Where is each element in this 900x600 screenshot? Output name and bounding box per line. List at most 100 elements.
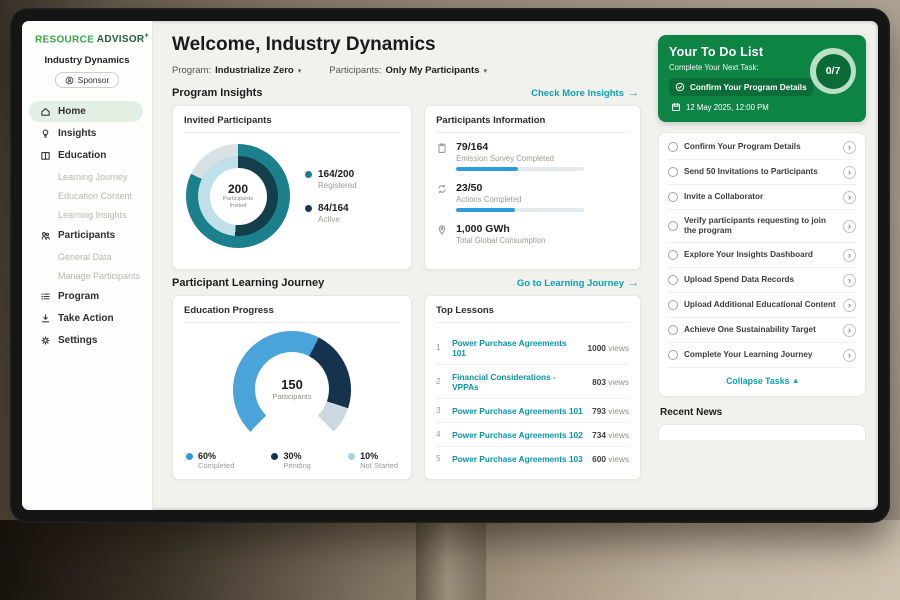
education-gauge-chart: 150 Participants (233, 331, 352, 449)
lesson-link[interactable]: Power Purchase Agreements 102 (452, 429, 583, 440)
dashboard-screen: RESOURCE ADVISOR+ Industry Dynamics Spon… (22, 21, 878, 510)
sidebar-item-education-content[interactable]: Education Content (58, 190, 133, 201)
lesson-rank: 3 (436, 406, 441, 415)
task-checkbox[interactable] (668, 300, 678, 311)
sidebar-item-home[interactable]: Home (29, 101, 143, 123)
lesson-views-value: 734 (592, 429, 606, 440)
sidebar-item-settings[interactable]: Settings (29, 330, 143, 351)
participants-filter-dropdown[interactable]: Participants: Only My Participants ▾ (329, 65, 487, 76)
legend-dot-active (305, 204, 312, 212)
todo-progress-value: 0/7 (815, 53, 851, 89)
chevron-right-icon[interactable]: › (843, 248, 856, 262)
lesson-views-unit: views (608, 342, 629, 353)
todo-subtitle: Complete Your Next Task: (669, 63, 759, 72)
card-title: Participants Information (436, 115, 629, 133)
sidebar-item-take-action[interactable]: Take Action (29, 308, 143, 329)
lesson-views-value: 803 (592, 376, 606, 387)
program-insights-header: Program Insights Check More Insights → (172, 87, 639, 99)
sidebar-nav: Home Insights Education Learning Journey… (22, 101, 152, 351)
filters-row: Program: Industrialize Zero ▾ Participan… (172, 65, 641, 76)
sidebar-item-manage-participants[interactable]: Manage Participants (58, 270, 141, 281)
sidebar-item-label: Settings (58, 335, 98, 347)
task-checkbox[interactable] (668, 142, 678, 152)
people-icon (41, 232, 50, 241)
task-checkbox[interactable] (668, 275, 678, 286)
main-content: Welcome, Industry Dynamics Program: Indu… (153, 21, 654, 510)
invited-participants-card: Invited Participants 200 Participants In… (172, 105, 413, 270)
education-progress-card: Education Progress 150 Participants (172, 295, 413, 480)
sidebar-item-participants[interactable]: Participants (29, 225, 143, 246)
program-filter-dropdown[interactable]: Program: Industrialize Zero ▾ (172, 65, 301, 76)
sidebar-item-program[interactable]: Program (29, 286, 143, 307)
arrow-right-icon: → (628, 277, 639, 289)
chevron-right-icon[interactable]: › (843, 190, 856, 204)
lesson-link[interactable]: Power Purchase Agreements 101 (452, 405, 583, 416)
task-checkbox[interactable] (668, 250, 678, 261)
collapse-tasks-link[interactable]: Collapse Tasks ▴ (726, 375, 798, 386)
chevron-right-icon[interactable]: › (843, 140, 856, 154)
go-to-learning-journey-link[interactable]: Go to Learning Journey → (516, 277, 639, 289)
logo-plus: + (144, 33, 149, 40)
lesson-views-unit: views (608, 405, 629, 416)
legend-dot-pending (271, 453, 279, 460)
chevron-right-icon[interactable]: › (843, 323, 856, 337)
lesson-rank: 2 (436, 377, 441, 386)
chevron-right-icon[interactable]: › (843, 165, 856, 179)
check-more-insights-link[interactable]: Check More Insights → (531, 87, 639, 99)
participants-filter-label: Participants: (329, 65, 382, 76)
arrow-right-icon: → (628, 87, 639, 99)
todo-next-task[interactable]: Confirm Your Program Details (669, 78, 813, 96)
sidebar-item-insights[interactable]: Insights (29, 123, 143, 144)
lesson-row: 2 Financial Considerations - VPPAs 803 v… (436, 365, 629, 399)
book-icon (41, 152, 50, 161)
todo-due-date: 12 May 2025, 12:00 PM (669, 102, 855, 112)
task-row[interactable]: Send 50 Invitations to Participants › (668, 160, 856, 185)
chevron-right-icon[interactable]: › (843, 298, 856, 312)
legend-item-active: 84/164 Active (305, 203, 357, 224)
sidebar-item-general-data[interactable]: General Data (58, 251, 112, 262)
lesson-rank: 5 (436, 454, 441, 463)
task-row[interactable]: Invite a Collaborator › (668, 185, 856, 210)
card-title: Top Lessons (436, 305, 629, 323)
lesson-link[interactable]: Power Purchase Agreements 101 (452, 337, 567, 358)
task-checkbox[interactable] (668, 325, 678, 336)
task-checkbox[interactable] (668, 167, 678, 177)
stat-emission-survey: 79/164 Emission Survey Completed (436, 141, 629, 171)
chevron-right-icon[interactable]: › (843, 219, 856, 233)
sidebar-item-label: Insights (58, 128, 97, 140)
sidebar-item-learning-journey[interactable]: Learning Journey (58, 171, 128, 182)
sidebar-item-education[interactable]: Education (29, 145, 143, 166)
lesson-link[interactable]: Financial Considerations - VPPAs (452, 371, 556, 392)
task-row[interactable]: Explore Your Insights Dashboard › (668, 243, 856, 269)
lesson-link[interactable]: Power Purchase Agreements 103 (452, 453, 583, 464)
page-title: Welcome, Industry Dynamics (172, 34, 436, 55)
logo-text-secondary: ADVISOR (96, 34, 145, 46)
chevron-right-icon[interactable]: › (843, 273, 856, 287)
task-row[interactable]: Complete Your Learning Journey › (668, 343, 856, 369)
invited-center-label: Participants Invited (222, 196, 254, 209)
legend-item-pending: 30% Pending (271, 451, 311, 470)
task-checkbox[interactable] (668, 192, 678, 202)
task-checkbox[interactable] (668, 350, 678, 361)
learning-journey-header: Participant Learning Journey Go to Learn… (172, 277, 639, 289)
task-row[interactable]: Confirm Your Program Details › (668, 135, 856, 160)
check-circle-icon (675, 82, 685, 92)
lesson-row: 5 Power Purchase Agreements 103 600 view… (436, 447, 629, 470)
task-row[interactable]: Upload Spend Data Records › (668, 268, 856, 294)
lesson-views-value: 793 (592, 405, 606, 416)
top-lessons-card: Top Lessons 1 Power Purchase Agreements … (424, 295, 641, 480)
stat-global-consumption: 1,000 GWh Total Global Consumption (436, 223, 629, 249)
task-checkbox[interactable] (668, 221, 678, 232)
task-row[interactable]: Achieve One Sustainability Target › (668, 318, 856, 344)
lesson-views-unit: views (608, 429, 629, 440)
monitor-bezel: RESOURCE ADVISOR+ Industry Dynamics Spon… (10, 8, 890, 523)
task-row[interactable]: Verify participants requesting to join t… (668, 210, 856, 244)
program-filter-value: Industrialize Zero (215, 65, 294, 76)
sidebar-item-learning-insights[interactable]: Learning Insights (58, 209, 127, 220)
recent-news-card (658, 424, 866, 441)
sidebar-item-label: Program (58, 291, 100, 303)
task-row[interactable]: Upload Additional Educational Content › (668, 293, 856, 319)
chevron-right-icon[interactable]: › (843, 348, 856, 362)
lesson-row: 1 Power Purchase Agreements 101 1000 vie… (436, 331, 629, 365)
legend-dot-completed (186, 453, 193, 460)
